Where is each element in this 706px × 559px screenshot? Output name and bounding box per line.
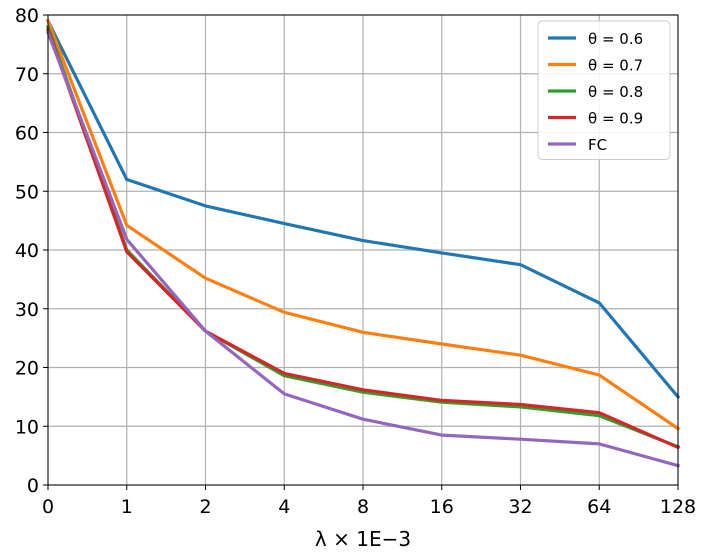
y-tick-label: 0 xyxy=(27,475,39,497)
y-tick-label: 50 xyxy=(15,181,39,203)
series-line-3 xyxy=(45,27,681,450)
legend-box xyxy=(537,20,671,160)
series-line-0 xyxy=(45,18,681,400)
y-tick-label: 60 xyxy=(15,123,39,145)
x-tick-label: 0 xyxy=(42,496,54,518)
y-tick-label: 70 xyxy=(15,64,39,86)
x-tick-label: 8 xyxy=(357,496,369,518)
x-axis-ticks: 0 1 2 4 8 16 32 64 128 xyxy=(42,485,696,518)
legend-label: θ = 0.6 xyxy=(588,30,643,48)
x-axis-label: λ × 1E−3 xyxy=(315,527,411,551)
x-tick-label: 64 xyxy=(587,496,611,518)
x-tick-label: 32 xyxy=(508,496,532,518)
x-tick-label: 1 xyxy=(121,496,133,518)
y-tick-label: 40 xyxy=(15,240,39,262)
legend: θ = 0.6 θ = 0.7 θ = 0.8 θ = 0.9 FC xyxy=(537,20,671,160)
series-lines xyxy=(45,18,681,468)
legend-label: θ = 0.7 xyxy=(588,57,643,75)
x-tick-label: 16 xyxy=(430,496,454,518)
y-tick-label: 80 xyxy=(15,5,39,27)
y-axis-ticks: 0 10 20 30 40 50 60 70 80 xyxy=(15,5,48,497)
legend-label: FC xyxy=(588,136,607,154)
legend-label: θ = 0.8 xyxy=(588,83,643,101)
x-tick-label: 2 xyxy=(199,496,211,518)
series-line-4 xyxy=(45,30,680,468)
series-line-1 xyxy=(45,18,681,431)
x-tick-label: 128 xyxy=(660,496,696,518)
y-tick-label: 10 xyxy=(15,416,39,438)
y-tick-label: 20 xyxy=(15,358,39,380)
y-tick-label: 30 xyxy=(15,299,39,321)
legend-label: θ = 0.9 xyxy=(588,110,643,128)
x-tick-label: 4 xyxy=(278,496,290,518)
